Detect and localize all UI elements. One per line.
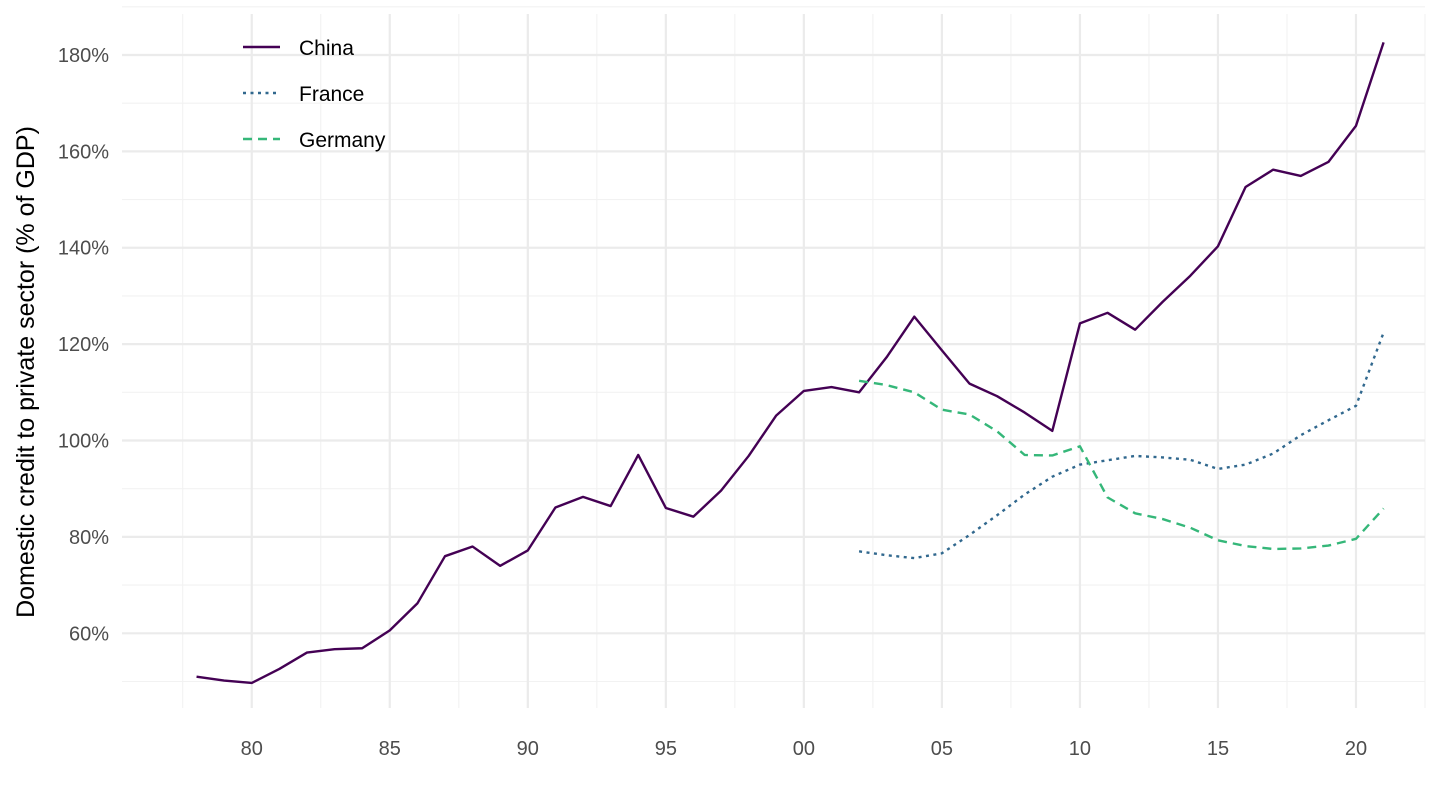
x-tick-label: 90 [517,738,539,760]
x-tick-label: 05 [931,738,953,760]
y-tick-label: 80% [69,527,109,549]
x-tick-label: 85 [379,738,401,760]
series-line-france [858,332,1385,560]
minor-gridlines [122,6,1426,708]
legend: China France Germany [243,37,386,152]
y-axis-title: Domestic credit to private sector (% of … [12,126,40,618]
y-tick-label: 120% [58,334,109,356]
x-axis-tick-labels: 80 85 90 95 00 05 10 15 20 [241,738,1367,760]
x-tick-label: 10 [1069,738,1091,760]
series-line-germany [858,379,1385,551]
series-line-china [196,42,1385,685]
legend-label-china: China [299,37,354,60]
legend-label-germany: Germany [299,129,386,152]
y-tick-label: 160% [58,141,109,163]
x-tick-label: 15 [1207,738,1229,760]
series-lines [196,42,1385,685]
y-tick-label: 60% [69,623,109,645]
x-tick-label: 20 [1345,738,1367,760]
legend-label-france: France [299,83,364,106]
y-axis-tick-labels: 60% 80% 100% 120% 140% 160% 180% [58,45,109,645]
x-tick-label: 00 [793,738,815,760]
x-tick-label: 80 [241,738,263,760]
y-tick-label: 140% [58,238,109,260]
y-tick-label: 180% [58,45,109,67]
major-gridlines [122,14,1425,708]
x-tick-label: 95 [655,738,677,760]
y-tick-label: 100% [58,431,109,453]
